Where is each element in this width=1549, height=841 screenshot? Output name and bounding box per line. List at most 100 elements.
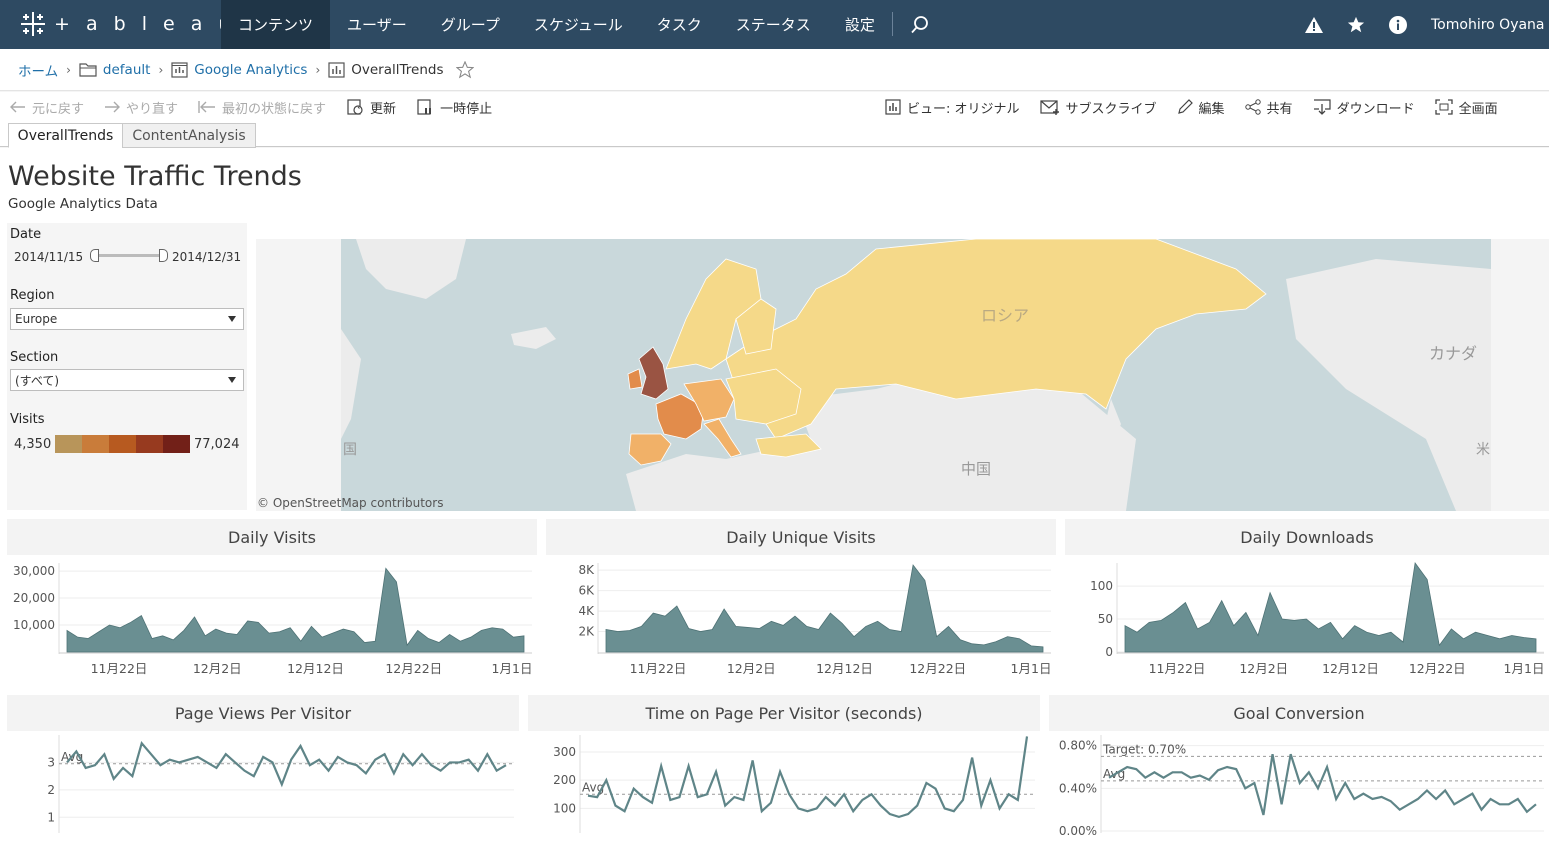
nav-users[interactable]: ユーザー	[347, 16, 407, 34]
y-tick-label: 0.00%	[1059, 824, 1097, 838]
arrow-right-icon	[105, 101, 121, 113]
uk-region[interactable]	[638, 346, 669, 400]
revert-icon	[198, 101, 216, 113]
x-tick-label: 12月2日	[193, 661, 242, 676]
eastern-europe-region[interactable]	[725, 368, 802, 425]
share-button[interactable]: 共有	[1235, 98, 1303, 117]
daily-unique-visits-plot[interactable]: 8K 6K 4K 2K 11月22日 12月2日 12月12日 12月22日 1月1日	[546, 555, 1056, 684]
tableau-logo[interactable]: + a b l e a u	[18, 6, 236, 42]
nav-tasks[interactable]: タスク	[656, 16, 702, 34]
download-button[interactable]: ダウンロード	[1303, 98, 1425, 117]
undo-label: 元に戻す	[32, 101, 85, 117]
ireland-region[interactable]	[627, 368, 643, 390]
filter-panel: Date 2014/11/15 2014/12/31 Region Europe…	[7, 223, 247, 510]
breadcrumb-workbook[interactable]: Google Analytics	[171, 62, 307, 78]
nav-groups[interactable]: グループ	[440, 16, 500, 34]
japan-land	[1094, 399, 1121, 464]
target-label: Target: 0.70%	[1102, 742, 1186, 756]
nav-status[interactable]: ステータス	[735, 16, 811, 34]
favorites-button[interactable]	[1335, 0, 1377, 49]
time-on-page-plot[interactable]: 300 200 100 Avg	[528, 731, 1040, 841]
favorite-star-button[interactable]	[455, 60, 474, 79]
x-tick-label: 12月12日	[816, 661, 873, 676]
section-dropdown[interactable]: (すべて)	[10, 369, 244, 391]
daily-visits-plot[interactable]: 30,000 20,000 10,000 11月22日 12月2日 12月12日 12月22…	[7, 555, 537, 684]
view-toolbar: 元に戻す やり直す 最初の状態に戻す 更新 一時停止 ビュー: オリジナル サブ…	[0, 92, 1549, 122]
subscribe-button[interactable]: サブスクライブ	[1030, 98, 1167, 117]
workbook-icon	[171, 61, 188, 78]
turkey-region[interactable]	[755, 433, 822, 458]
breadcrumb-project[interactable]: default	[79, 62, 150, 78]
average-label: Avg	[582, 780, 604, 794]
revert-label: 最初の状態に戻す	[222, 101, 327, 117]
france-region[interactable]	[655, 393, 705, 440]
legend-swatch-4	[163, 435, 190, 453]
tab-content-analysis[interactable]: ContentAnalysis	[122, 123, 256, 148]
map-attribution[interactable]: © OpenStreetMap contributors	[257, 496, 444, 510]
top-navigation-bar: + a b l e a u コンテンツ ユーザー グループ スケジュール タスク…	[0, 0, 1549, 49]
finland-region[interactable]	[735, 298, 777, 355]
nav-settings[interactable]: 設定	[844, 16, 875, 34]
map-label-partial-right: 米	[1476, 442, 1490, 458]
breadcrumb-separator: ›	[158, 62, 164, 77]
daily-unique-visits-chart: Daily Unique Visits 8K 6K 4K 2K 11月22日 12月2日 1…	[546, 519, 1056, 684]
y-tick-label: 30,000	[13, 564, 55, 578]
arrow-left-icon	[10, 101, 25, 113]
nav-schedules[interactable]: スケジュール	[533, 16, 623, 34]
section-selected: (すべて)	[15, 373, 60, 388]
series-area[interactable]	[66, 567, 525, 653]
view-original-button[interactable]: ビュー: オリジナル	[875, 98, 1030, 117]
warning-icon	[1305, 16, 1323, 33]
region-dropdown[interactable]: Europe	[10, 308, 244, 330]
section-filter-label: Section	[10, 350, 59, 365]
search-icon	[911, 15, 928, 33]
legend-swatch-0	[55, 435, 82, 453]
help-button[interactable]	[1377, 0, 1419, 49]
legend-swatch-3	[136, 435, 163, 453]
fullscreen-button[interactable]: 全画面	[1425, 98, 1508, 117]
map-label-russia: ロシア	[981, 306, 1029, 325]
undo-button[interactable]: 元に戻す	[0, 98, 94, 117]
series-area[interactable]	[1124, 561, 1537, 653]
search-button[interactable]	[893, 0, 947, 49]
daily-downloads-plot[interactable]: 100 50 0 11月22日 12月2日 12月12日 12月22日 1月1日	[1065, 555, 1549, 684]
date-range-slider[interactable]	[90, 249, 168, 262]
x-tick-label: 1月1日	[1504, 661, 1545, 676]
share-icon	[1244, 99, 1261, 115]
x-tick-label: 1月1日	[492, 661, 533, 676]
refresh-button[interactable]: 更新	[336, 98, 406, 117]
pause-button[interactable]: 一時停止	[406, 98, 502, 117]
edit-button[interactable]: 編集	[1167, 98, 1235, 117]
series-line[interactable]	[587, 736, 1029, 819]
goal-conversion-plot[interactable]: 0.80%0.40%0.00%Target: 0.70%Avg	[1049, 731, 1549, 841]
x-tick-label: 12月12日	[1322, 661, 1379, 676]
pencil-icon	[1177, 99, 1193, 114]
series-area[interactable]	[605, 564, 1044, 653]
series-line[interactable]	[1108, 753, 1537, 816]
redo-button[interactable]: やり直す	[94, 98, 188, 117]
tab-overall-trends[interactable]: OverallTrends	[8, 123, 123, 148]
breadcrumb-view: OverallTrends	[328, 62, 444, 78]
spain-region[interactable]	[628, 433, 672, 466]
x-tick-label: 11月22日	[91, 661, 148, 676]
italy-region[interactable]	[703, 418, 742, 458]
series-line[interactable]	[66, 740, 507, 788]
user-menu[interactable]: Tomohiro Oyana	[1431, 16, 1545, 33]
date-filter-label: Date	[10, 227, 42, 242]
y-tick-label: 300	[553, 745, 576, 759]
dashboard-canvas: Website Traffic Trends Google Analytics …	[0, 148, 1549, 841]
russia-region[interactable]	[725, 238, 1267, 440]
germany-region[interactable]	[683, 378, 735, 422]
visits-map[interactable]: ロシア カナダ 中国 国 米 © OpenStreetMap contribut…	[256, 238, 1549, 511]
slider-handle-start[interactable]	[90, 249, 99, 262]
slider-handle-end[interactable]	[159, 249, 168, 262]
y-tick-label: 8K	[578, 563, 595, 577]
revert-button[interactable]: 最初の状態に戻す	[188, 98, 336, 117]
breadcrumb-separator: ›	[66, 62, 71, 77]
chevron-down-icon	[228, 316, 236, 322]
breadcrumb-home[interactable]: ホーム	[18, 63, 59, 80]
alerts-button[interactable]	[1293, 0, 1335, 49]
breadcrumb-workbook-label: Google Analytics	[194, 61, 308, 78]
nav-content[interactable]: コンテンツ	[221, 0, 331, 49]
